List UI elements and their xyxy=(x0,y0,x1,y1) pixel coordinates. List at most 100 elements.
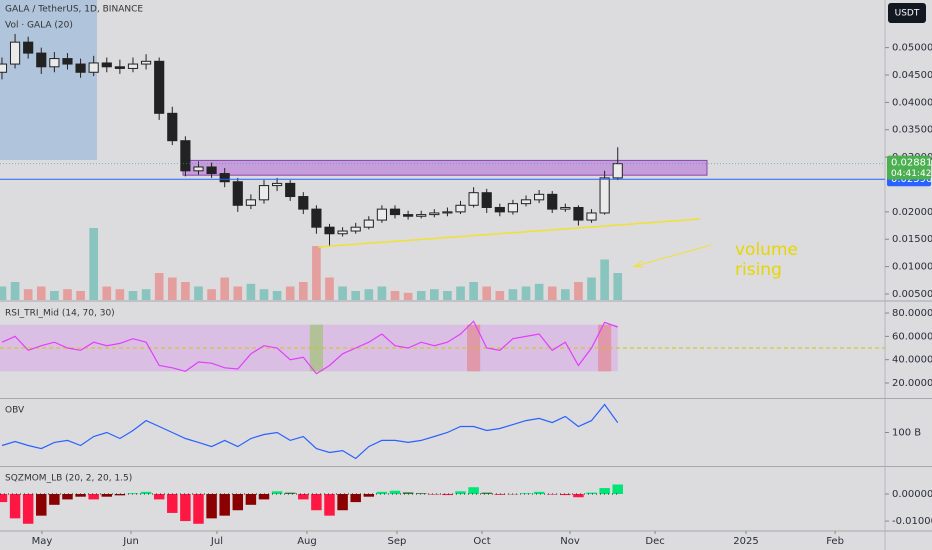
candle-body xyxy=(547,193,558,210)
x-tick-label: Jul xyxy=(210,536,223,547)
volume-bar xyxy=(89,228,98,300)
momentum-bar xyxy=(245,493,257,505)
momentum-bar xyxy=(468,487,479,494)
y-tick-label: 0.00000 xyxy=(892,489,932,500)
volume-bar xyxy=(76,291,85,300)
symbol-title: GALA / TetherUS, 1D, BINANCE xyxy=(5,5,143,15)
momentum-bar xyxy=(101,493,113,497)
candle-body xyxy=(468,192,479,206)
candle-body xyxy=(350,226,361,232)
volume-bar xyxy=(547,286,557,300)
y-tick-label: 0.01000 xyxy=(892,262,932,273)
volume-bar xyxy=(495,291,505,300)
volume-bar xyxy=(10,282,20,300)
volume-bar xyxy=(207,289,216,300)
volume-bar xyxy=(469,282,478,300)
candle-body xyxy=(389,208,401,216)
y-tick-label: 0.05000 xyxy=(892,43,932,54)
volume-bar xyxy=(154,273,164,300)
candle-body xyxy=(429,212,440,216)
volume-bar xyxy=(233,286,243,300)
currency-label[interactable]: USDT xyxy=(895,9,920,19)
x-tick-label: Feb xyxy=(826,536,844,547)
candle-body xyxy=(62,58,73,65)
y-tick-label: 0.00500 xyxy=(892,289,932,300)
candle-body xyxy=(258,185,270,201)
candle-body xyxy=(272,182,283,187)
volume-bar xyxy=(456,286,465,300)
volume-bar xyxy=(115,289,125,300)
momentum-bar xyxy=(376,491,388,494)
volume-bar xyxy=(259,289,269,300)
candle-body xyxy=(167,112,178,142)
rsi-title: RSI_TRI_Mid (14, 70, 30) xyxy=(5,309,115,319)
x-tick-label: Jun xyxy=(122,536,139,547)
volume-bar xyxy=(351,291,361,300)
momentum-bar xyxy=(140,491,152,494)
y-tick-label: -0.01000 xyxy=(892,516,932,527)
candle-body xyxy=(494,206,505,213)
arrow-head xyxy=(632,260,644,268)
candle-body xyxy=(298,196,309,210)
last-price-label: 0.02881 xyxy=(891,158,932,169)
momentum-bar xyxy=(442,493,453,496)
candle-body xyxy=(586,212,597,221)
candle-body xyxy=(219,173,230,183)
countdown-label: 04:41:42 xyxy=(891,169,931,179)
candle-body xyxy=(560,206,571,210)
volume-bar xyxy=(36,286,46,300)
y-tick-label: 0.03500 xyxy=(892,125,932,136)
candle-body xyxy=(337,230,348,235)
annotation-arrow xyxy=(635,244,712,267)
momentum-bar xyxy=(599,488,610,494)
momentum-bar xyxy=(114,493,126,496)
y-tick-label: 0.01500 xyxy=(892,234,932,245)
momentum-bar xyxy=(62,493,73,500)
momentum-bar xyxy=(520,493,532,494)
x-tick-label: Aug xyxy=(297,536,317,547)
momentum-bar xyxy=(455,491,466,494)
candle-body xyxy=(363,219,374,228)
volume-bar xyxy=(364,289,374,300)
x-tick-label: Dec xyxy=(645,536,664,547)
candle-body xyxy=(416,214,427,217)
momentum-bar xyxy=(311,493,322,511)
momentum-bar xyxy=(271,491,283,494)
chart-layer: 0.050000.045000.040000.035000.030000.020… xyxy=(0,33,932,547)
x-tick-label: Oct xyxy=(473,536,490,547)
momentum-bar xyxy=(284,492,296,494)
rsi-line xyxy=(1,320,618,375)
resistance-zone xyxy=(182,159,708,176)
momentum-bar xyxy=(153,493,165,500)
volume-bar xyxy=(63,289,72,300)
volume-bar xyxy=(377,286,387,300)
y-tick-label: 80.00000 xyxy=(892,308,932,319)
candle-body xyxy=(376,208,387,221)
volume-bar xyxy=(416,291,426,300)
volume-bar xyxy=(574,282,583,300)
volume-bar xyxy=(587,277,596,300)
candle-body xyxy=(534,193,545,201)
momentum-bar xyxy=(560,493,571,496)
candle-body xyxy=(481,192,492,208)
highlight-box xyxy=(0,0,97,160)
volume-bar xyxy=(403,292,413,300)
candle-body xyxy=(311,208,322,228)
volume-bar xyxy=(508,289,518,300)
momentum-bar xyxy=(49,493,60,505)
momentum-bar xyxy=(0,493,8,503)
volume-bar xyxy=(272,291,282,300)
sqzmom-title: SQZMOM_LB (20, 2, 20, 1.5) xyxy=(5,474,132,484)
momentum-bar xyxy=(402,492,414,494)
volume-bar xyxy=(23,289,33,300)
candle-body xyxy=(442,211,453,214)
volume-bar xyxy=(246,283,256,300)
x-tick-label: Nov xyxy=(560,536,580,547)
candle-body xyxy=(206,166,217,175)
currency-button[interactable] xyxy=(888,3,926,23)
candle-body xyxy=(599,177,610,214)
volume-bar xyxy=(128,291,138,300)
volume-bar xyxy=(220,277,230,300)
momentum-bar xyxy=(429,493,440,495)
volume-bar xyxy=(338,286,347,300)
